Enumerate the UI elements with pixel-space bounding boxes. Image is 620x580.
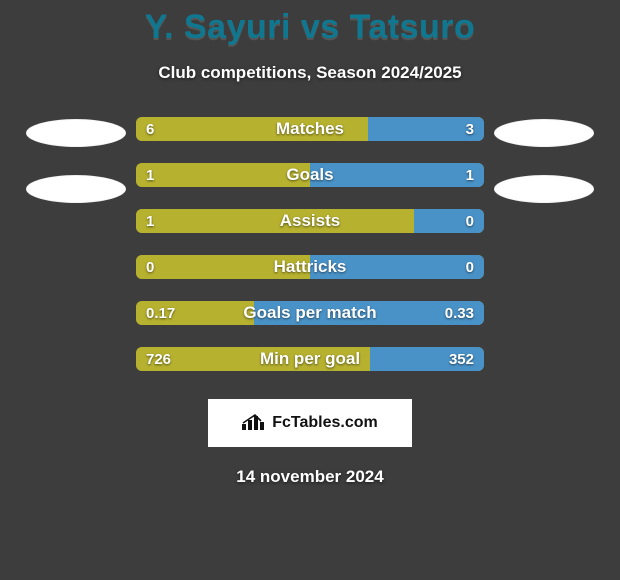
left-player-col xyxy=(16,117,136,371)
stat-right-value: 0 xyxy=(456,209,484,233)
stat-left-value: 1 xyxy=(136,209,164,233)
stat-left-value: 1 xyxy=(136,163,164,187)
body-row: 63Matches11Goals10Assists00Hattricks0.17… xyxy=(0,117,620,371)
stat-right-value: 0 xyxy=(456,255,484,279)
stat-right-value: 3 xyxy=(456,117,484,141)
right-player-col xyxy=(484,117,604,371)
stat-right-value: 0.33 xyxy=(435,301,484,325)
source-badge-text: FcTables.com xyxy=(272,414,378,432)
left-player-badge-1 xyxy=(26,119,126,147)
stat-left-value: 6 xyxy=(136,117,164,141)
stat-left-value: 726 xyxy=(136,347,181,371)
stat-left-value: 0.17 xyxy=(136,301,185,325)
subtitle: Club competitions, Season 2024/2025 xyxy=(158,63,461,83)
left-player-badge-2 xyxy=(26,175,126,203)
stat-row: 00Hattricks xyxy=(136,255,484,279)
right-player-badge-1 xyxy=(494,119,594,147)
right-player-badge-2 xyxy=(494,175,594,203)
page-title: Y. Sayuri vs Tatsuro xyxy=(145,8,476,47)
stat-row: 0.170.33Goals per match xyxy=(136,301,484,325)
stat-right-value: 1 xyxy=(456,163,484,187)
stat-left-value: 0 xyxy=(136,255,164,279)
stat-row: 10Assists xyxy=(136,209,484,233)
stat-right-value: 352 xyxy=(439,347,484,371)
stats-bars: 63Matches11Goals10Assists00Hattricks0.17… xyxy=(136,117,484,371)
stat-left-fill xyxy=(136,209,414,233)
infographic-container: Y. Sayuri vs Tatsuro Club competitions, … xyxy=(0,0,620,580)
date-line: 14 november 2024 xyxy=(236,467,383,487)
bar-chart-icon xyxy=(242,413,266,433)
stat-row: 11Goals xyxy=(136,163,484,187)
stat-left-fill xyxy=(136,117,368,141)
stat-row: 63Matches xyxy=(136,117,484,141)
source-badge: FcTables.com xyxy=(208,399,412,447)
stat-row: 726352Min per goal xyxy=(136,347,484,371)
